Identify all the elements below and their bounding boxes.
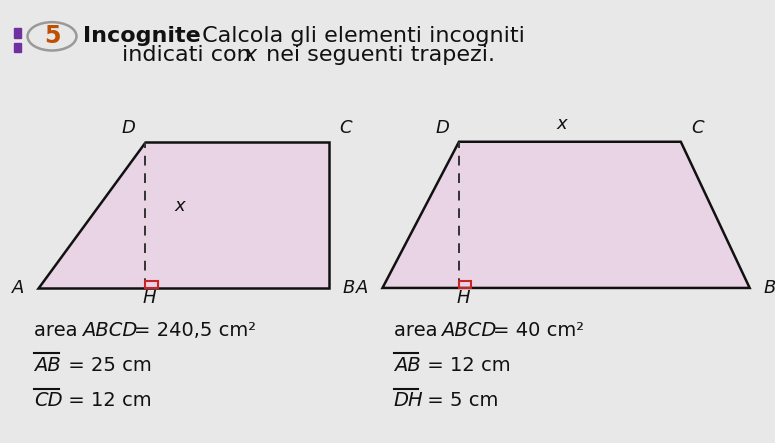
Bar bbox=[459, 281, 471, 288]
Text: x: x bbox=[557, 115, 567, 133]
Text: = 12 cm: = 12 cm bbox=[62, 392, 152, 410]
Text: C: C bbox=[339, 119, 352, 137]
Text: Incognite: Incognite bbox=[83, 26, 201, 47]
Bar bbox=[14, 43, 22, 52]
Text: ABCD: ABCD bbox=[82, 321, 137, 339]
Text: AB: AB bbox=[34, 356, 61, 375]
Text: A: A bbox=[12, 279, 24, 297]
Text: C: C bbox=[691, 119, 704, 137]
Text: H: H bbox=[143, 289, 156, 307]
Text: H: H bbox=[456, 289, 470, 307]
Text: 5: 5 bbox=[43, 24, 60, 48]
Text: Calcola gli elementi incogniti: Calcola gli elementi incogniti bbox=[195, 26, 525, 47]
Text: indicati con: indicati con bbox=[122, 45, 258, 66]
Text: D: D bbox=[436, 119, 449, 137]
Text: ABCD: ABCD bbox=[442, 321, 497, 339]
Text: nei seguenti trapezi.: nei seguenti trapezi. bbox=[259, 45, 494, 66]
Text: = 25 cm: = 25 cm bbox=[62, 356, 152, 375]
Text: CD: CD bbox=[34, 392, 63, 410]
Text: x: x bbox=[174, 197, 185, 215]
Text: x: x bbox=[243, 45, 257, 66]
Polygon shape bbox=[38, 142, 329, 288]
Text: = 40 cm²: = 40 cm² bbox=[494, 321, 584, 339]
Text: B: B bbox=[763, 279, 775, 297]
Polygon shape bbox=[383, 142, 749, 288]
Text: B: B bbox=[343, 279, 355, 297]
Text: AB: AB bbox=[394, 356, 421, 375]
Text: A: A bbox=[356, 279, 368, 297]
Text: = 240,5 cm²: = 240,5 cm² bbox=[134, 321, 256, 339]
Bar bbox=[14, 28, 22, 38]
Text: = 12 cm: = 12 cm bbox=[422, 356, 512, 375]
Text: area: area bbox=[394, 321, 444, 339]
Bar bbox=[146, 281, 157, 288]
Text: area: area bbox=[34, 321, 84, 339]
Text: = 5 cm: = 5 cm bbox=[422, 392, 499, 410]
Text: DH: DH bbox=[394, 392, 424, 410]
Text: D: D bbox=[122, 119, 136, 137]
